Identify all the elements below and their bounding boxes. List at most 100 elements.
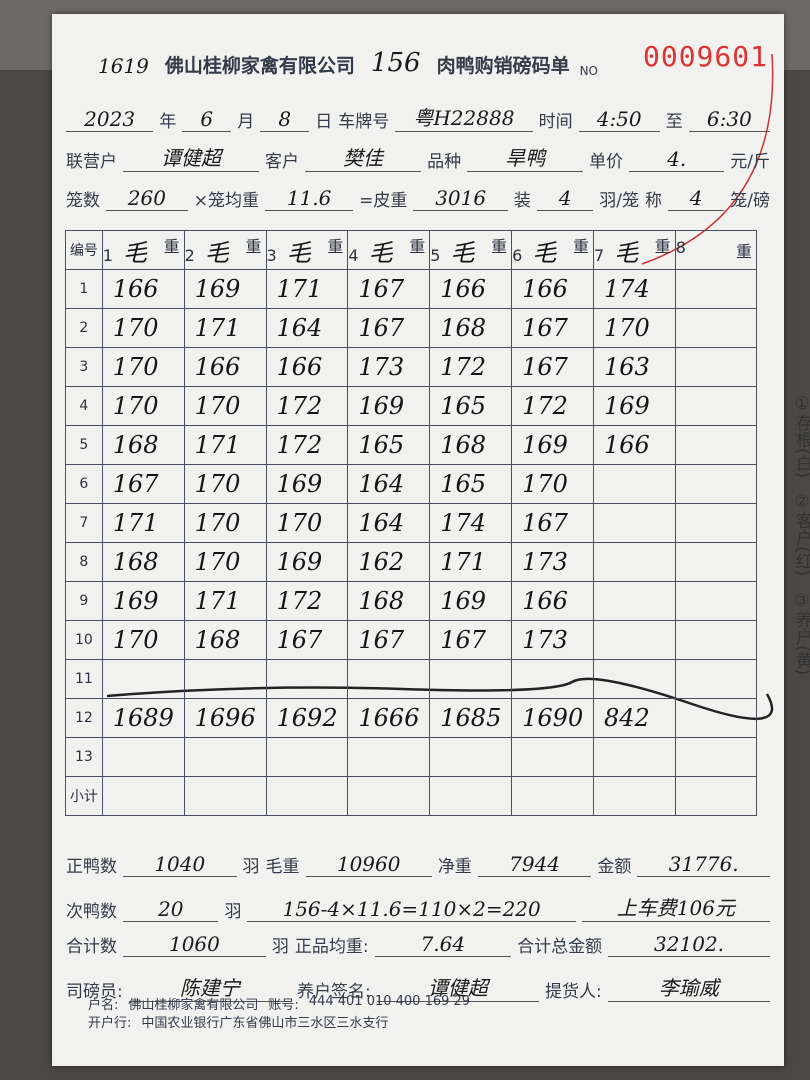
weight: 168 (440, 314, 487, 342)
cell: 1666 (347, 698, 431, 738)
cell (347, 737, 431, 777)
cell: 169 (183, 269, 267, 309)
cell: 171 (183, 425, 267, 465)
copy-notes: ①存根(白) ②客户(红) ③养户(黄) (790, 394, 810, 689)
field-label: 净重 (437, 857, 472, 877)
table-row: 2 170 171 164 167 168 167 170 (65, 308, 758, 348)
cell (429, 659, 513, 699)
weight: 164 (358, 509, 405, 537)
weight: 167 (522, 314, 568, 342)
no-label: NO (579, 64, 598, 78)
cell: 166 (511, 269, 595, 309)
footer-row: 正鸭数 1040 羽毛重 10960 净重 7944 金额 31776. (66, 852, 770, 877)
weight: 169 (276, 548, 323, 576)
field-value: 20 (123, 897, 219, 922)
cell (674, 347, 758, 387)
table-row: 11 (65, 659, 758, 699)
row-no: 小计 (65, 776, 103, 816)
weight: 172 (276, 587, 323, 615)
weight: 167 (358, 275, 405, 303)
weight: 170 (194, 392, 241, 420)
cell (593, 737, 676, 777)
cell (674, 542, 758, 582)
table-row: 6 167 170 169 164 165 170 (65, 464, 758, 504)
bank-text: 户名: (88, 998, 119, 1013)
cell (511, 659, 595, 699)
column-unit: 重 (735, 242, 752, 261)
cell (674, 464, 758, 504)
field-value: 6:30 (688, 107, 770, 132)
column-label: 毛 (532, 238, 557, 267)
weight: 167 (440, 626, 487, 654)
row-no: 2 (65, 308, 103, 348)
cell (674, 659, 758, 699)
column-unit: 重 (163, 236, 180, 256)
field-label: 笼/磅 (730, 191, 771, 211)
cell (593, 659, 676, 699)
row-no: 9 (65, 581, 103, 621)
cell (347, 776, 431, 816)
cell (101, 776, 185, 816)
cell: 170 (101, 347, 185, 387)
cell: 172 (265, 425, 349, 465)
weight: 171 (194, 314, 241, 342)
cell: 173 (511, 542, 595, 582)
cell (183, 659, 267, 699)
column-no: 5 (430, 245, 441, 265)
weight: 169 (194, 275, 241, 303)
copy-note: ②客户(红) (792, 492, 810, 577)
cell (511, 776, 595, 816)
footer-row: 次鸭数 20 羽 156-4×11.6=110×2=220 上车费106元 (66, 892, 770, 922)
cell: 167 (347, 308, 431, 348)
weight: 166 (112, 275, 159, 303)
field-label: 至 (665, 112, 683, 132)
weight: 168 (440, 431, 487, 459)
weight: 171 (276, 275, 323, 303)
weight: 170 (194, 509, 241, 537)
field-label: 联营户 (66, 152, 117, 172)
weight: 165 (440, 392, 487, 420)
cell: 169 (265, 464, 349, 504)
table-row: 1 166 169 171 167 166 166 174 (65, 269, 758, 309)
weight: 173 (522, 548, 568, 576)
field-value: 粤H22888 (395, 102, 533, 132)
cell: 171 (101, 503, 185, 543)
field-label: 品种 (427, 152, 462, 172)
weight: 170 (112, 353, 159, 381)
cell: 166 (593, 425, 676, 465)
cell (674, 425, 758, 465)
company: 佛山桂柳家禽有限公司 (164, 55, 355, 77)
weighing-slip: 1619 佛山桂柳家禽有限公司 156 肉鸭购销磅码单 NO 0009601 编… (52, 14, 810, 1066)
table-row: 13 (65, 737, 758, 777)
column-no: 3 (266, 245, 277, 265)
weight: 167 (358, 314, 405, 342)
column-unit: 重 (409, 236, 426, 256)
cell: 170 (183, 503, 267, 543)
weight: 172 (440, 353, 487, 381)
header-row: 编号 1 毛重 2 毛重 3 毛重 4 毛重 5 毛重 6 毛重 7 毛重 8 重 (65, 230, 758, 270)
field-label: 合计总金额 (517, 937, 603, 957)
bank-text: 中国农业银行广东省佛山市三水区三水支行 (141, 1016, 389, 1031)
field-label: 年 (159, 112, 177, 132)
cell: 164 (347, 503, 431, 543)
field-value: 谭健超 (376, 972, 539, 1002)
cell (593, 542, 676, 582)
column-no: 6 (512, 245, 523, 265)
cell (101, 659, 185, 699)
column-unit: 重 (245, 236, 262, 256)
weight: 167 (112, 470, 159, 498)
field-label: 羽/笼 (599, 191, 639, 211)
weight: 165 (358, 431, 405, 459)
cell: 168 (101, 425, 185, 465)
cell: 167 (347, 269, 431, 309)
weight: 163 (604, 353, 650, 381)
weight: 170 (194, 470, 241, 498)
table-row: 8 168 170 169 162 171 173 (65, 542, 758, 582)
weight: 166 (522, 275, 568, 303)
weight: 171 (194, 587, 241, 615)
cell: 162 (347, 542, 431, 582)
table-row: 5 168 171 172 165 168 169 166 (65, 425, 758, 465)
